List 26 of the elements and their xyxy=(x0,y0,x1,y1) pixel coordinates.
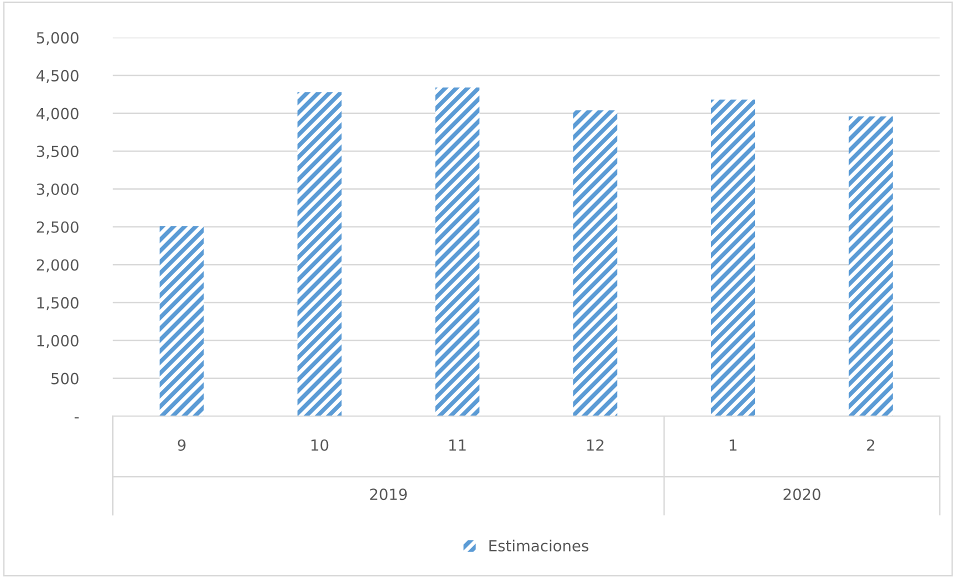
x-tick-label: 11 xyxy=(449,440,466,451)
x-tick-label: 9 xyxy=(178,439,186,451)
x-tick-label: 1 xyxy=(730,440,736,451)
bar xyxy=(848,116,893,416)
x-tick-label: 12 xyxy=(587,439,604,451)
y-tick-label: 1,000 xyxy=(37,334,78,348)
bar xyxy=(160,226,204,416)
y-tick-label: 5,000 xyxy=(36,32,78,46)
text: 2020 xyxy=(784,488,820,500)
y-tick-label: 2,500 xyxy=(36,221,78,234)
bar xyxy=(710,100,756,416)
text: 2019 xyxy=(370,488,407,500)
bar xyxy=(297,92,342,416)
y-tick-label: 3,000 xyxy=(36,183,78,197)
y-tick-label: 500 xyxy=(51,372,78,384)
y-tick-label: 3,500 xyxy=(36,146,78,159)
bar xyxy=(573,110,618,416)
bar xyxy=(435,88,480,416)
y-tick-label: 2,000 xyxy=(36,259,78,272)
y-tick-label: 1,500 xyxy=(37,297,78,310)
y-tick-label: 4,000 xyxy=(36,108,78,121)
x-tick-label: 10 xyxy=(312,439,328,451)
y-tick-label: 4,500 xyxy=(36,70,78,84)
legend-label: Estimaciones xyxy=(489,540,588,552)
x-tick-label: 2 xyxy=(867,439,874,451)
y-tick-label: - xyxy=(74,417,79,418)
